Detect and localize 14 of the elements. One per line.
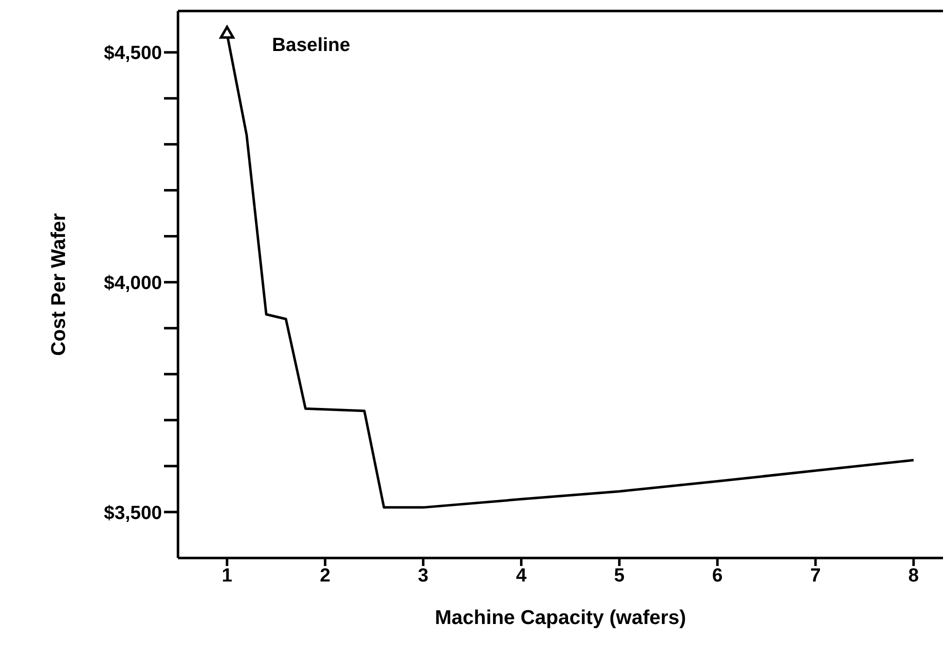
y-axis-title: Cost Per Wafer: [48, 212, 70, 356]
x-tick-label: 3: [418, 565, 428, 586]
x-tick-label: 1: [222, 565, 233, 586]
x-tick-label: 6: [712, 565, 723, 586]
annotation: Baseline: [272, 34, 350, 56]
x-tick-label: 2: [320, 565, 330, 586]
x-tick-label: 7: [810, 565, 821, 586]
y-tick-label: $4,500: [104, 43, 162, 64]
y-tick-label: $4,000: [104, 272, 162, 294]
y-tick-label: $3,500: [104, 502, 162, 524]
x-tick-label: 8: [908, 565, 919, 586]
x-tick-label: 4: [516, 565, 527, 586]
x-tick-label: 5: [614, 565, 626, 586]
x-axis-title: Machine Capacity (wafers): [434, 607, 686, 629]
